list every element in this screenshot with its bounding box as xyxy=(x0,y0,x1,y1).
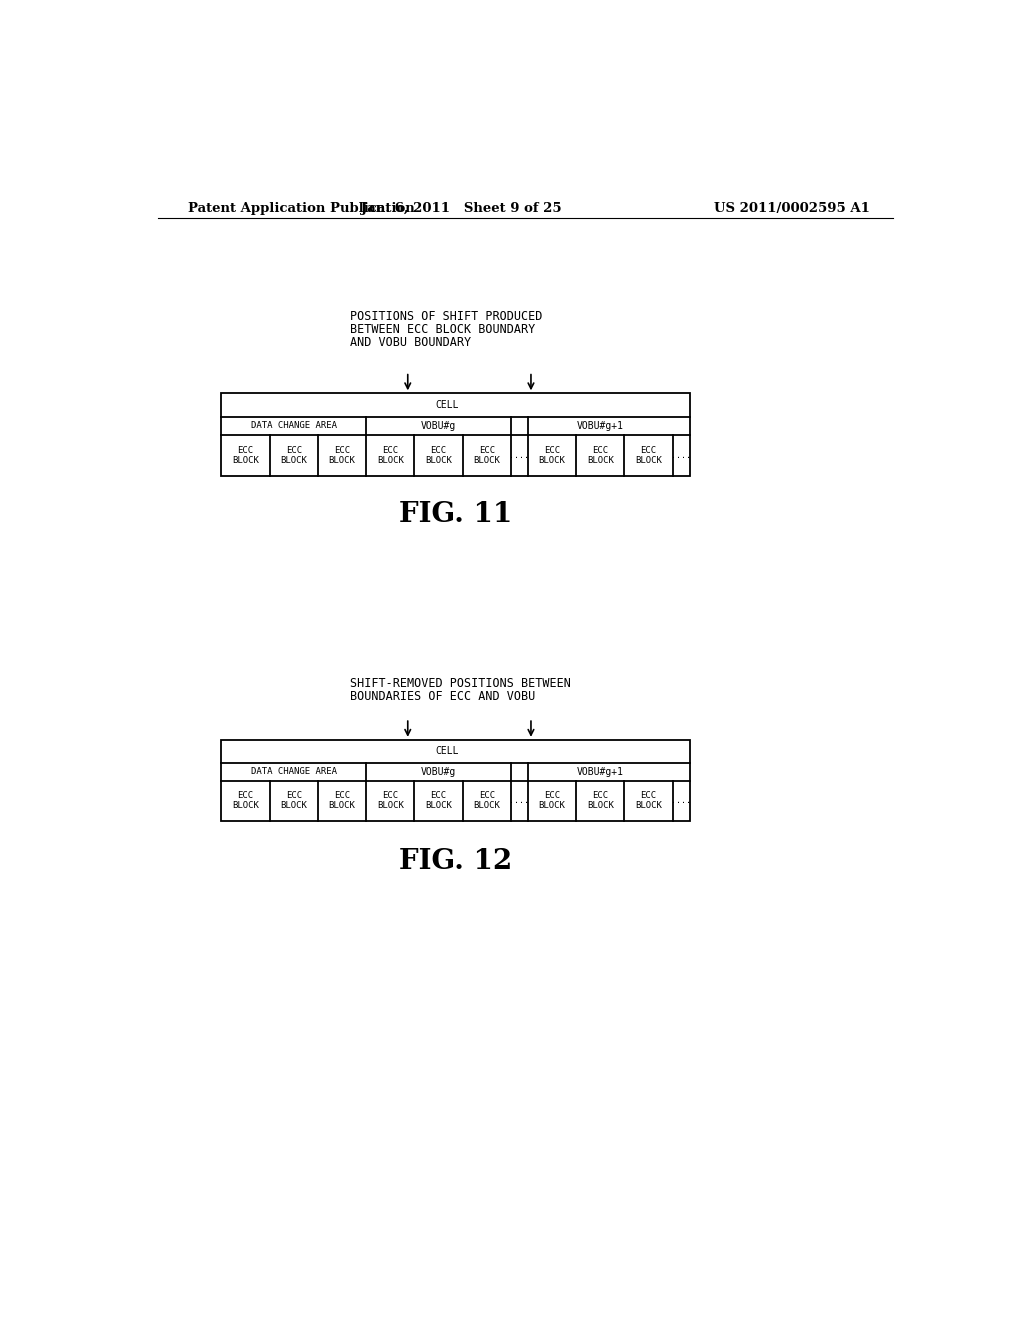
Text: VOBU#g+1: VOBU#g+1 xyxy=(577,767,624,776)
Text: ECC: ECC xyxy=(334,791,350,800)
Text: ....: .... xyxy=(671,450,691,459)
Text: BLOCK: BLOCK xyxy=(635,801,662,810)
Text: BLOCK: BLOCK xyxy=(425,455,452,465)
Text: BLOCK: BLOCK xyxy=(329,801,355,810)
Text: BLOCK: BLOCK xyxy=(425,801,452,810)
Text: BETWEEN ECC BLOCK BOUNDARY: BETWEEN ECC BLOCK BOUNDARY xyxy=(350,323,536,335)
Text: AND VOBU BOUNDARY: AND VOBU BOUNDARY xyxy=(350,335,471,348)
Text: DATA CHANGE AREA: DATA CHANGE AREA xyxy=(251,767,337,776)
Text: BLOCK: BLOCK xyxy=(281,455,307,465)
Text: BLOCK: BLOCK xyxy=(635,455,662,465)
Text: BLOCK: BLOCK xyxy=(281,801,307,810)
Text: ECC: ECC xyxy=(544,791,560,800)
Text: ECC: ECC xyxy=(430,446,446,455)
Text: BLOCK: BLOCK xyxy=(329,455,355,465)
Text: US 2011/0002595 A1: US 2011/0002595 A1 xyxy=(714,202,869,215)
Text: ECC: ECC xyxy=(382,446,398,455)
Text: ....: .... xyxy=(671,796,691,805)
Text: FIG. 11: FIG. 11 xyxy=(399,502,512,528)
Text: DATA CHANGE AREA: DATA CHANGE AREA xyxy=(251,421,337,430)
Text: FIG. 12: FIG. 12 xyxy=(399,847,512,875)
Text: ECC: ECC xyxy=(286,446,302,455)
Text: ECC: ECC xyxy=(238,791,254,800)
Text: BLOCK: BLOCK xyxy=(539,455,565,465)
Text: ECC: ECC xyxy=(334,446,350,455)
Text: POSITIONS OF SHIFT PRODUCED: POSITIONS OF SHIFT PRODUCED xyxy=(350,310,543,323)
Text: ECC: ECC xyxy=(592,446,608,455)
Text: ECC: ECC xyxy=(286,791,302,800)
Bar xyxy=(221,393,689,475)
Text: ECC: ECC xyxy=(479,446,495,455)
Text: ....: .... xyxy=(510,796,529,805)
Text: ECC: ECC xyxy=(382,791,398,800)
Text: BOUNDARIES OF ECC AND VOBU: BOUNDARIES OF ECC AND VOBU xyxy=(350,690,536,704)
Text: ECC: ECC xyxy=(640,446,656,455)
Text: ECC: ECC xyxy=(544,446,560,455)
Text: ECC: ECC xyxy=(238,446,254,455)
Text: SHIFT-REMOVED POSITIONS BETWEEN: SHIFT-REMOVED POSITIONS BETWEEN xyxy=(350,677,571,690)
Text: VOBU#g: VOBU#g xyxy=(421,421,457,430)
Text: ....: .... xyxy=(510,450,529,459)
Text: VOBU#g+1: VOBU#g+1 xyxy=(577,421,624,430)
Text: ECC: ECC xyxy=(479,791,495,800)
Text: BLOCK: BLOCK xyxy=(377,455,403,465)
Bar xyxy=(221,739,689,821)
Text: Patent Application Publication: Patent Application Publication xyxy=(188,202,415,215)
Text: BLOCK: BLOCK xyxy=(587,801,613,810)
Text: BLOCK: BLOCK xyxy=(473,455,501,465)
Text: VOBU#g: VOBU#g xyxy=(421,767,457,776)
Text: BLOCK: BLOCK xyxy=(587,455,613,465)
Text: Jan. 6, 2011   Sheet 9 of 25: Jan. 6, 2011 Sheet 9 of 25 xyxy=(361,202,562,215)
Text: CELL: CELL xyxy=(435,400,459,411)
Text: ECC: ECC xyxy=(640,791,656,800)
Text: BLOCK: BLOCK xyxy=(539,801,565,810)
Text: BLOCK: BLOCK xyxy=(232,801,259,810)
Text: BLOCK: BLOCK xyxy=(232,455,259,465)
Text: ECC: ECC xyxy=(592,791,608,800)
Text: BLOCK: BLOCK xyxy=(473,801,501,810)
Text: ECC: ECC xyxy=(430,791,446,800)
Text: CELL: CELL xyxy=(435,746,459,756)
Text: BLOCK: BLOCK xyxy=(377,801,403,810)
